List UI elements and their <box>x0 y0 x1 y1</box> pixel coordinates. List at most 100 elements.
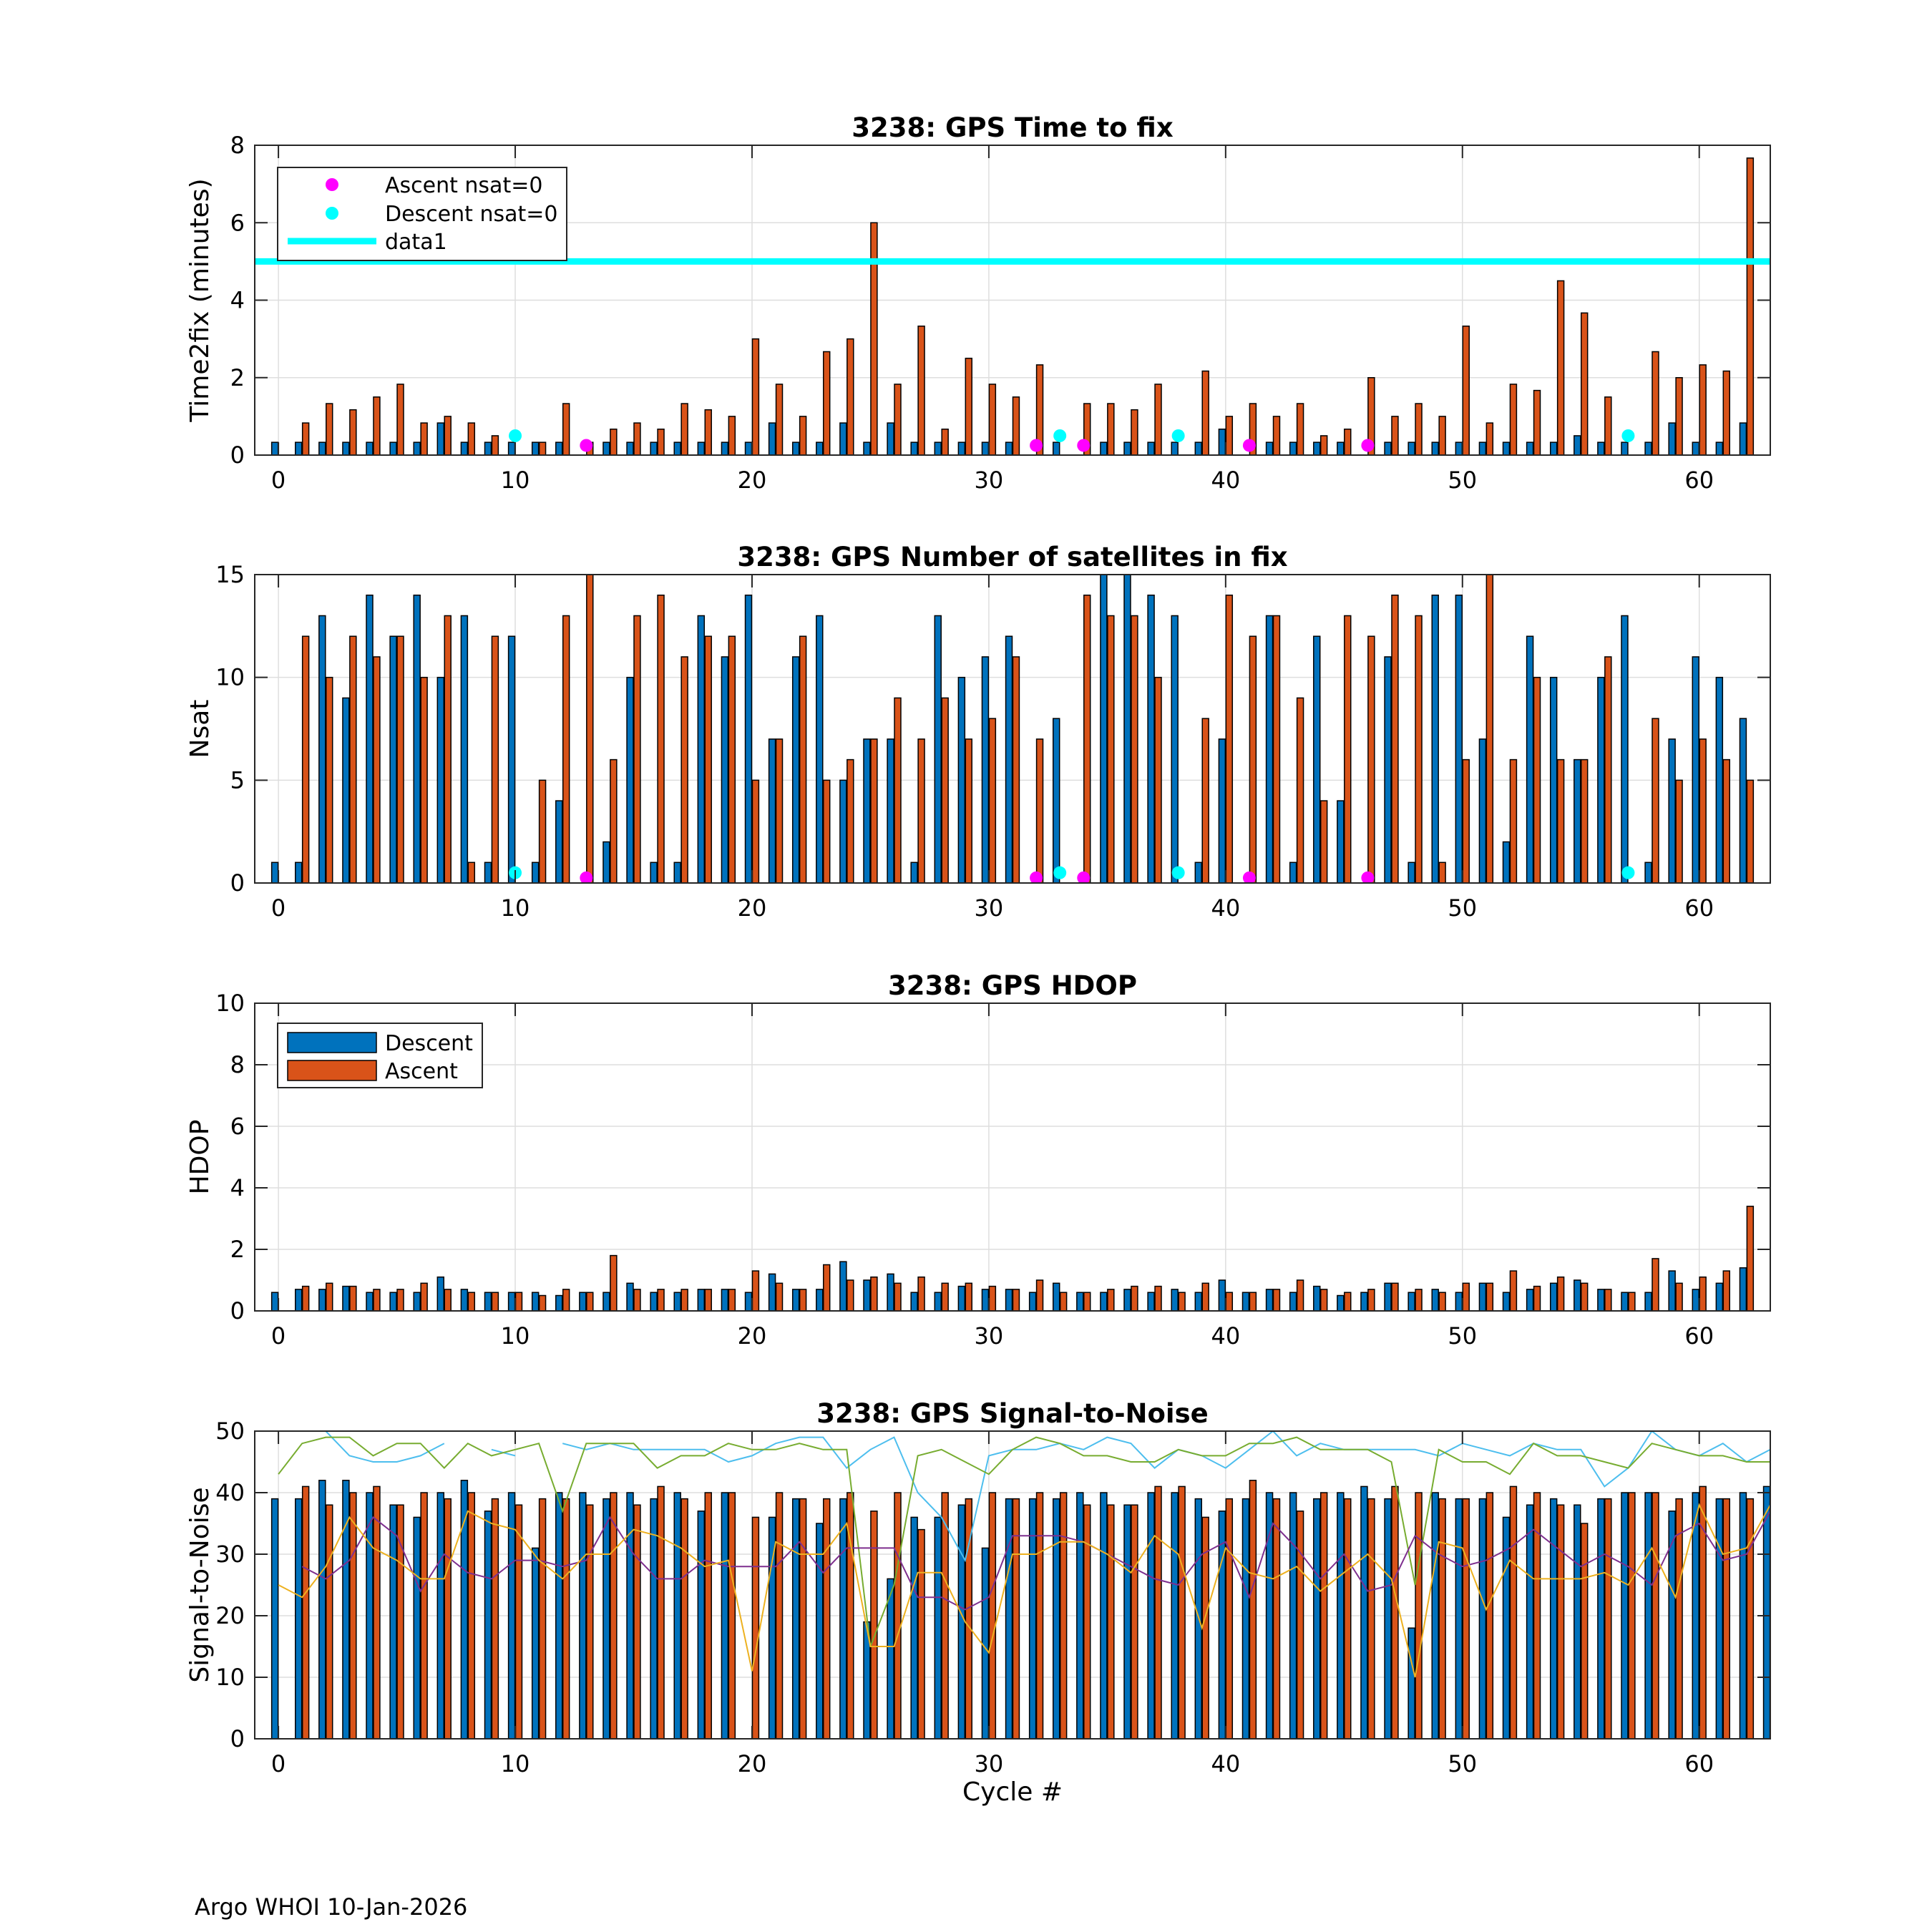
ascent-bar-47 <box>1391 1485 1399 1739</box>
ascent-bar-16 <box>657 1485 665 1739</box>
descent-bar-61 <box>1715 676 1724 883</box>
axes-box <box>254 574 1771 884</box>
descent-bar-45 <box>1337 800 1345 883</box>
ascent-bar-58 <box>1652 1492 1659 1739</box>
ascent-bar-20 <box>751 1270 760 1311</box>
descent-bar-22 <box>791 441 800 455</box>
descent-bar-37 <box>1147 441 1155 455</box>
descent-bar-36 <box>1123 1289 1131 1311</box>
ascent-bar-54 <box>1556 1276 1565 1311</box>
ascent-bar-50 <box>1462 326 1470 455</box>
ascent-bar-51 <box>1485 575 1494 883</box>
ascent-bar-4 <box>373 1485 381 1739</box>
descent-bar-5 <box>389 1292 397 1311</box>
descent-bar-26 <box>887 738 894 883</box>
descent-bar-16 <box>650 1292 658 1311</box>
descent-bar-16 <box>650 862 658 883</box>
ascent-bar-22 <box>799 1498 807 1739</box>
descent-bar-60 <box>1692 1289 1699 1311</box>
descent-bar-60 <box>1692 441 1699 455</box>
ascent-bar-1 <box>301 422 310 455</box>
ascent-bar-40 <box>1225 1498 1234 1739</box>
descent-bar-62 <box>1739 1492 1747 1739</box>
descent-bar-2 <box>318 1289 326 1311</box>
ascent-bar-40 <box>1225 1292 1234 1311</box>
ascent-bar-3 <box>349 409 357 455</box>
y-tick-label: 6 <box>230 1113 245 1140</box>
x-tick-label: 40 <box>1211 1750 1240 1777</box>
ascent-bar-48 <box>1415 615 1423 883</box>
legend-label-0: Ascent nsat=0 <box>385 173 542 198</box>
ascent-bar-52 <box>1509 1485 1518 1739</box>
ascent-bar-11 <box>538 1294 547 1311</box>
descent-bar-2 <box>318 441 326 455</box>
y-tick-label: 8 <box>230 1051 245 1078</box>
ascent-bar-59 <box>1675 377 1683 455</box>
descent-bar-32 <box>1028 1498 1037 1739</box>
ascent-bar-19 <box>728 416 736 455</box>
ascent-bar-23 <box>822 351 831 455</box>
ascent-bar-6 <box>420 676 428 883</box>
x-tick-label: 10 <box>501 1750 530 1777</box>
descent-bar-29 <box>957 676 966 883</box>
descent-bar-58 <box>1644 441 1652 455</box>
descent-bar-3 <box>342 697 350 883</box>
descent-bar-33 <box>1053 1282 1060 1311</box>
ascent-bar-8 <box>467 1492 476 1739</box>
snr-line-green <box>278 1436 1770 1647</box>
descent-nsat0-marker-33 <box>1053 429 1067 442</box>
descent-bar-53 <box>1526 441 1534 455</box>
ascent-bar-60 <box>1699 364 1707 455</box>
x-tick-label: 20 <box>738 894 767 922</box>
descent-bar-28 <box>934 1516 942 1739</box>
axes-box <box>254 1002 1771 1312</box>
legend-ascent-marker <box>326 178 338 191</box>
ascent-bar-1 <box>301 1285 310 1311</box>
ascent-bar-56 <box>1604 656 1612 883</box>
y-axis-label: HDOP <box>185 1120 215 1195</box>
descent-bar-20 <box>744 594 753 883</box>
ascent-bar-34 <box>1083 1504 1091 1739</box>
ascent-nsat0-marker-13 <box>580 439 593 452</box>
descent-bar-48 <box>1407 862 1415 883</box>
x-tick-label: 20 <box>738 467 767 494</box>
descent-bar-17 <box>673 441 681 455</box>
descent-bar-62 <box>1739 718 1747 883</box>
ascent-bar-29 <box>965 357 972 455</box>
ascent-bar-2 <box>326 676 333 883</box>
ascent-bar-62 <box>1746 1498 1755 1739</box>
descent-bar-28 <box>934 615 942 883</box>
descent-bar-52 <box>1502 441 1511 455</box>
ascent-bar-25 <box>870 222 878 455</box>
descent-bar-48 <box>1407 1292 1415 1311</box>
ascent-bar-44 <box>1319 435 1328 455</box>
ascent-bar-61 <box>1722 1498 1730 1739</box>
ascent-bar-62 <box>1746 157 1755 455</box>
descent-bar-48 <box>1407 441 1415 455</box>
ascent-bar-3 <box>349 635 357 883</box>
descent-bar-41 <box>1241 1498 1250 1739</box>
ascent-bar-41 <box>1249 635 1257 883</box>
ascent-bar-36 <box>1131 615 1138 883</box>
ascent-bar-3 <box>349 1285 357 1311</box>
descent-bar-0 <box>270 1292 279 1311</box>
descent-bar-4 <box>366 1292 374 1311</box>
descent-bar-54 <box>1549 441 1558 455</box>
ascent-bar-45 <box>1344 1498 1352 1739</box>
ascent-nsat0-marker-41 <box>1242 871 1256 883</box>
x-tick-label: 0 <box>271 1750 286 1777</box>
descent-bar-43 <box>1289 441 1297 455</box>
ascent-bar-1 <box>301 635 310 883</box>
ascent-bar-6 <box>420 422 428 455</box>
descent-bar-48 <box>1407 1627 1415 1739</box>
descent-bar-27 <box>910 1516 918 1739</box>
ascent-bar-46 <box>1367 635 1375 883</box>
ascent-bar-15 <box>633 615 641 883</box>
ascent-bar-59 <box>1675 1498 1683 1739</box>
descent-bar-15 <box>626 1282 634 1311</box>
descent-bar-21 <box>768 1273 776 1311</box>
x-tick-label: 60 <box>1684 1750 1714 1777</box>
ascent-bar-13 <box>586 575 594 883</box>
descent-bar-34 <box>1076 1292 1084 1311</box>
x-tick-label: 40 <box>1211 894 1240 922</box>
